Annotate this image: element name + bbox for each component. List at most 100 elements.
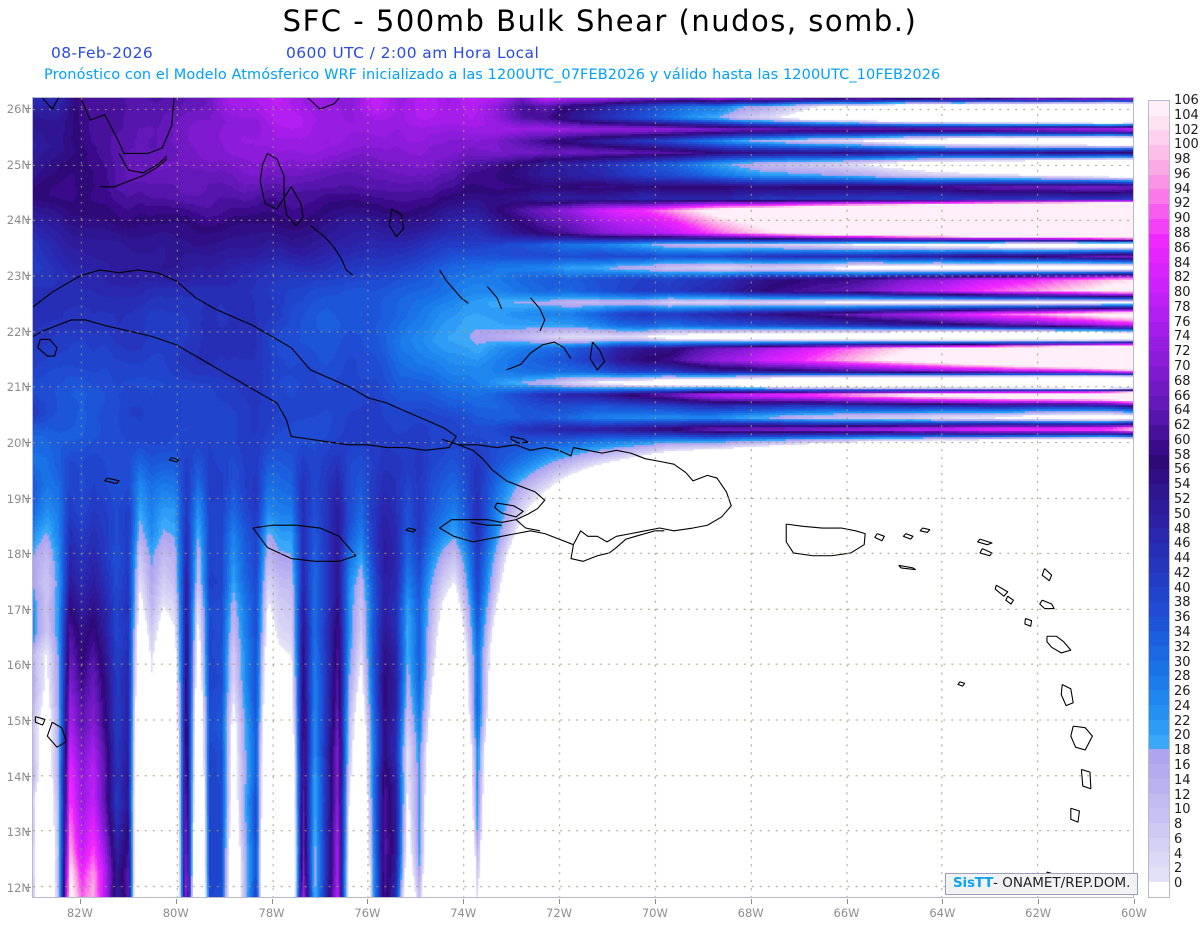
colorbar-tick-106: 106 — [1174, 93, 1199, 108]
credit-box: SisTT- ONAMET/REP.DOM. — [945, 873, 1139, 895]
x-axis-label-80W: 80W — [162, 906, 189, 920]
colorbar-tick-42: 42 — [1174, 565, 1191, 581]
colorbar-band-46 — [1149, 543, 1169, 558]
colorbar-tick-90: 90 — [1174, 211, 1191, 227]
x-axis-tick — [79, 899, 81, 904]
colorbar-band-64 — [1149, 410, 1169, 426]
colorbar-band-82 — [1149, 277, 1169, 293]
x-axis-tick — [463, 899, 465, 904]
colorbar-tick-52: 52 — [1174, 492, 1191, 507]
colorbar-band-86 — [1149, 248, 1169, 264]
x-axis-label-78W: 78W — [258, 906, 285, 920]
x-axis-tick — [559, 899, 561, 904]
colorbar-tick-82: 82 — [1174, 270, 1191, 286]
colorbar-tick-56: 56 — [1174, 462, 1191, 478]
colorbar-tick-98: 98 — [1174, 152, 1191, 168]
model-subtitle-text: Pronóstico con el Modelo Atmósferico WRF… — [44, 67, 941, 83]
y-axis-tick — [26, 219, 31, 221]
colorbar-tick-48: 48 — [1174, 521, 1191, 537]
colorbar-tick-8: 8 — [1174, 817, 1183, 833]
credit-agency: ONAMET/REP.DOM. — [1002, 875, 1131, 891]
colorbar-band-50 — [1149, 513, 1169, 529]
colorbar-band-34 — [1149, 631, 1169, 647]
x-axis-tick — [1038, 899, 1040, 904]
colorbar-band-76 — [1149, 322, 1169, 337]
colorbar-band-98 — [1149, 159, 1169, 175]
x-axis-tick — [1134, 899, 1135, 904]
colorbar-tick-102: 102 — [1174, 122, 1199, 138]
colorbar-tick-0: 0 — [1174, 876, 1183, 892]
colorbar-band-102 — [1149, 130, 1169, 146]
colorbar-tick-4: 4 — [1174, 846, 1183, 862]
x-axis-tick — [750, 899, 752, 904]
colorbar-tick-100: 100 — [1174, 137, 1199, 153]
y-axis-tick — [26, 441, 31, 443]
x-axis-label-64W: 64W — [929, 906, 956, 920]
colorbar-tick-76: 76 — [1174, 314, 1191, 330]
colorbar-band-44 — [1149, 557, 1169, 573]
x-axis-label-72W: 72W — [546, 906, 573, 920]
x-axis-label-70W: 70W — [641, 906, 668, 920]
colorbar-tick-60: 60 — [1174, 432, 1191, 448]
colorbar-tick-58: 58 — [1174, 447, 1191, 463]
colorbar-tick-10: 10 — [1174, 802, 1191, 818]
colorbar-tick-14: 14 — [1174, 772, 1191, 788]
y-axis-tick — [26, 497, 31, 499]
colorbar-tick-74: 74 — [1174, 329, 1191, 345]
colorbar-band-92 — [1149, 204, 1169, 219]
colorbar-tick-62: 62 — [1174, 418, 1191, 434]
x-axis-tick — [367, 899, 369, 904]
colorbar-tick-50: 50 — [1174, 506, 1191, 522]
colorbar-tick-30: 30 — [1174, 654, 1191, 670]
colorbar-band-80 — [1149, 292, 1169, 308]
colorbar-band-78 — [1149, 307, 1169, 323]
colorbar-band-22 — [1149, 719, 1169, 735]
colorbar-band-62 — [1149, 425, 1169, 440]
colorbar-tick-16: 16 — [1174, 758, 1191, 773]
y-axis-tick — [26, 386, 31, 388]
colorbar-band-14 — [1149, 778, 1169, 794]
colorbar-band-0 — [1149, 881, 1169, 897]
colorbar-band-72 — [1149, 351, 1169, 367]
colorbar-tick-40: 40 — [1174, 580, 1191, 596]
colorbar-band-2 — [1149, 867, 1169, 882]
colorbar-tick-38: 38 — [1174, 595, 1191, 611]
x-axis-tick — [175, 899, 177, 904]
colorbar-band-40 — [1149, 587, 1169, 602]
x-axis-label-74W: 74W — [450, 906, 477, 920]
colorbar-tick-44: 44 — [1174, 551, 1191, 567]
sistt-logo: SisTT — [953, 875, 994, 891]
forecast-date: 08-Feb-2026 — [51, 44, 154, 62]
y-axis-tick — [26, 886, 31, 888]
y-axis-label-24N: 24N — [6, 213, 30, 228]
colorbar-band-26 — [1149, 690, 1169, 706]
x-axis-label-68W: 68W — [737, 906, 764, 920]
x-axis-tick — [942, 899, 944, 904]
colorbar-band-100 — [1149, 145, 1169, 160]
colorbar-band-56 — [1149, 469, 1169, 485]
colorbar-tick-20: 20 — [1174, 728, 1191, 744]
colorbar-band-20 — [1149, 734, 1169, 750]
y-axis-tick — [26, 553, 31, 555]
y-axis-label-25N: 25N — [6, 157, 30, 172]
y-axis-label-12N: 12N — [6, 880, 30, 895]
colorbar-band-88 — [1149, 233, 1169, 249]
colorbar-labels: 0 2 4 6 8 10 12 14 16 18 20 22 24 26 28 30 32 34 36 38 40 42 4… — [1174, 94, 1200, 898]
colorbar-tick-32: 32 — [1174, 639, 1191, 655]
x-axis-tick — [654, 899, 656, 904]
colorbar-tick-72: 72 — [1174, 344, 1191, 360]
colorbar-band-52 — [1149, 498, 1169, 514]
colorbar-tick-66: 66 — [1174, 388, 1191, 404]
colorbar-band-96 — [1149, 174, 1169, 190]
colorbar-band-10 — [1149, 808, 1169, 823]
colorbar-tick-34: 34 — [1174, 625, 1191, 640]
colorbar-tick-36: 36 — [1174, 610, 1191, 626]
colorbar-band-74 — [1149, 336, 1169, 352]
y-axis-label-19N: 19N — [6, 491, 30, 506]
colorbar-tick-26: 26 — [1174, 684, 1191, 700]
x-axis-tick — [271, 899, 273, 904]
y-axis-label-15N: 15N — [6, 714, 30, 728]
colorbar-tick-94: 94 — [1174, 181, 1191, 197]
colorbar-tick-46: 46 — [1174, 536, 1191, 552]
colorbar-tick-12: 12 — [1174, 787, 1191, 803]
